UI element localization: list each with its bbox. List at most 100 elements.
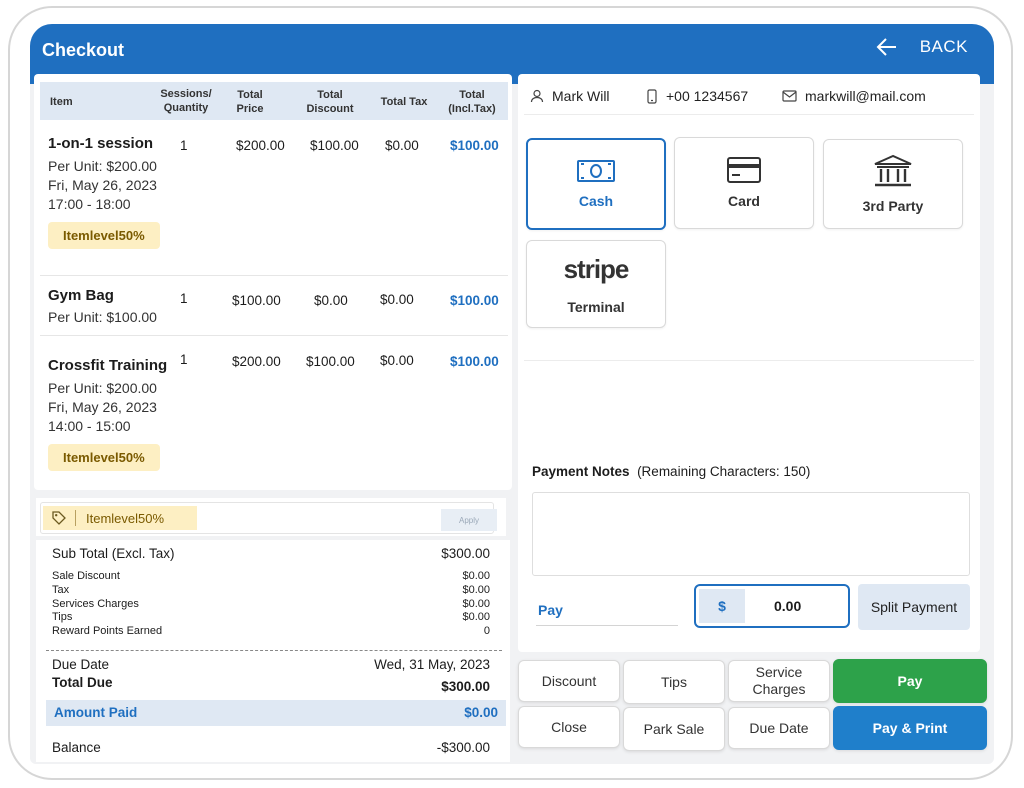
stripe-terminal-button[interactable]: stripe Terminal	[526, 240, 666, 328]
mail-icon	[782, 90, 797, 102]
payment-notes-label: Payment Notes (Remaining Characters: 150…	[532, 464, 811, 479]
item-price: $200.00	[236, 138, 285, 153]
col-item: Item	[50, 96, 73, 108]
item-price: $200.00	[232, 354, 281, 369]
close-button[interactable]: Close	[518, 706, 620, 748]
pay-button[interactable]: Pay	[833, 659, 987, 703]
item-name: Gym Bag	[48, 287, 114, 304]
payment-panel: Mark Will +00 1234567 markwill@mail.com …	[518, 74, 980, 652]
col-price: Total Price	[236, 89, 264, 115]
subtotal-value: $300.00	[441, 546, 490, 561]
table-row[interactable]: Gym Bag Per Unit: $100.00 1 $100.00 $0.0…	[40, 284, 508, 334]
tips-label: Tips	[52, 611, 73, 624]
item-discount-tag: Itemlevel50%	[48, 444, 160, 471]
customer-phone: +00 1234567	[646, 88, 748, 104]
total-due-value: $300.00	[441, 679, 490, 694]
item-per-unit: Per Unit: $200.00	[48, 158, 157, 174]
split-payment-button[interactable]: Split Payment	[858, 584, 970, 630]
due-date-label: Due Date	[52, 657, 110, 672]
back-button[interactable]: BACK	[876, 37, 968, 57]
balance-value: -$300.00	[436, 740, 490, 755]
table-row[interactable]: 1-on-1 session Per Unit: $200.00 Fri, Ma…	[40, 132, 508, 272]
sale-discount-value: $0.00	[462, 570, 490, 582]
cash-method-button[interactable]: Cash	[526, 138, 666, 230]
arrow-left-icon	[876, 38, 896, 56]
item-per-unit: Per Unit: $200.00	[48, 380, 157, 396]
tag-icon	[52, 511, 66, 525]
pay-amount-input[interactable]: $ 0.00	[694, 584, 850, 628]
customer-name: Mark Will	[530, 88, 610, 104]
amount-paid-label: Amount Paid	[54, 705, 138, 720]
item-qty: 1	[180, 138, 188, 153]
back-label: BACK	[919, 37, 968, 56]
cash-icon	[577, 160, 615, 182]
service-charges-button[interactable]: Service Charges	[728, 660, 830, 702]
item-time: 17:00 - 18:00	[48, 196, 131, 212]
page-title: Checkout	[42, 40, 125, 60]
item-total: $100.00	[450, 354, 499, 369]
credit-card-icon	[727, 157, 761, 183]
due-date-button[interactable]: Due Date	[728, 707, 830, 749]
card-method-button[interactable]: Card	[674, 137, 814, 229]
tax-label: Tax	[52, 583, 70, 596]
summary-values: $0.00 $0.00 $0.00 $0.00 0	[462, 570, 490, 639]
summary-panel: Sub Total (Excl. Tax) $300.00 Sale Disco…	[36, 540, 510, 762]
phone-icon	[647, 88, 657, 104]
item-discount: $100.00	[310, 138, 359, 153]
item-name: Crossfit Training	[48, 357, 168, 374]
bank-icon	[874, 154, 912, 187]
user-icon	[530, 89, 544, 103]
reward-points-value: 0	[483, 625, 490, 638]
subtotal-label: Sub Total (Excl. Tax)	[52, 546, 175, 561]
item-discount: $0.00	[314, 293, 348, 308]
tax-value: $0.00	[462, 583, 490, 596]
pay-amount-value: 0.00	[774, 598, 802, 614]
divider	[524, 114, 974, 115]
table-row[interactable]: Crossfit Training Per Unit: $200.00 Fri,…	[40, 352, 508, 484]
col-tax: Total Tax	[380, 96, 428, 108]
pay-label: Pay	[538, 602, 563, 618]
row-divider	[40, 275, 508, 276]
reward-points-label: Reward Points Earned	[52, 625, 163, 638]
divider	[536, 625, 678, 626]
item-tax: $0.00	[380, 353, 414, 368]
item-total: $100.00	[450, 293, 499, 308]
stripe-logo: stripe	[563, 253, 630, 284]
summary-labels: Sale Discount Tax Services Charges Tips …	[52, 570, 162, 639]
customer-email: markwill@mail.com	[782, 88, 926, 104]
service-charges-value: $0.00	[462, 597, 490, 610]
applied-coupon: Itemlevel50%	[43, 506, 197, 530]
item-qty: 1	[180, 291, 188, 306]
third-party-method-button[interactable]: 3rd Party	[823, 139, 963, 229]
dashed-divider	[46, 650, 502, 651]
currency-prefix: $	[699, 589, 745, 623]
coupon-bar: Itemlevel50% Apply	[36, 498, 506, 536]
coupon-code: Itemlevel50%	[86, 510, 165, 526]
divider	[524, 360, 974, 361]
pay-and-print-button[interactable]: Pay & Print	[833, 706, 987, 750]
item-per-unit: Per Unit: $100.00	[48, 309, 157, 325]
items-panel: Item Sessions/Quantity Total Price Total D…	[34, 74, 512, 490]
service-charges-label: Services Charges	[52, 597, 139, 610]
col-qty: Sessions/Quantity	[160, 88, 212, 114]
payment-notes-textarea[interactable]	[532, 492, 970, 576]
item-price: $100.00	[232, 293, 281, 308]
total-due-label: Total Due	[52, 675, 113, 690]
due-date-value: Wed, 31 May, 2023	[374, 657, 490, 672]
discount-button[interactable]: Discount	[518, 660, 620, 702]
coupon-input[interactable]: Itemlevel50% Apply	[40, 502, 497, 534]
item-tax: $0.00	[380, 292, 414, 307]
tips-button[interactable]: Tips	[623, 660, 725, 704]
col-discount: Total Discount	[306, 89, 354, 115]
item-qty: 1	[180, 352, 188, 367]
item-time: 14:00 - 15:00	[48, 418, 131, 434]
item-discount-tag: Itemlevel50%	[48, 222, 160, 249]
item-date: Fri, May 26, 2023	[48, 399, 157, 415]
item-total: $100.00	[450, 138, 499, 153]
balance-label: Balance	[52, 740, 101, 755]
amount-paid-row: Amount Paid $0.00	[46, 700, 506, 726]
park-sale-button[interactable]: Park Sale	[623, 707, 725, 751]
apply-button[interactable]: Apply	[441, 509, 497, 531]
col-total: Total (Incl.Tax)	[448, 89, 496, 115]
checkout-app: Checkout BACK Item Sessions/Quantity Tot…	[30, 24, 994, 764]
